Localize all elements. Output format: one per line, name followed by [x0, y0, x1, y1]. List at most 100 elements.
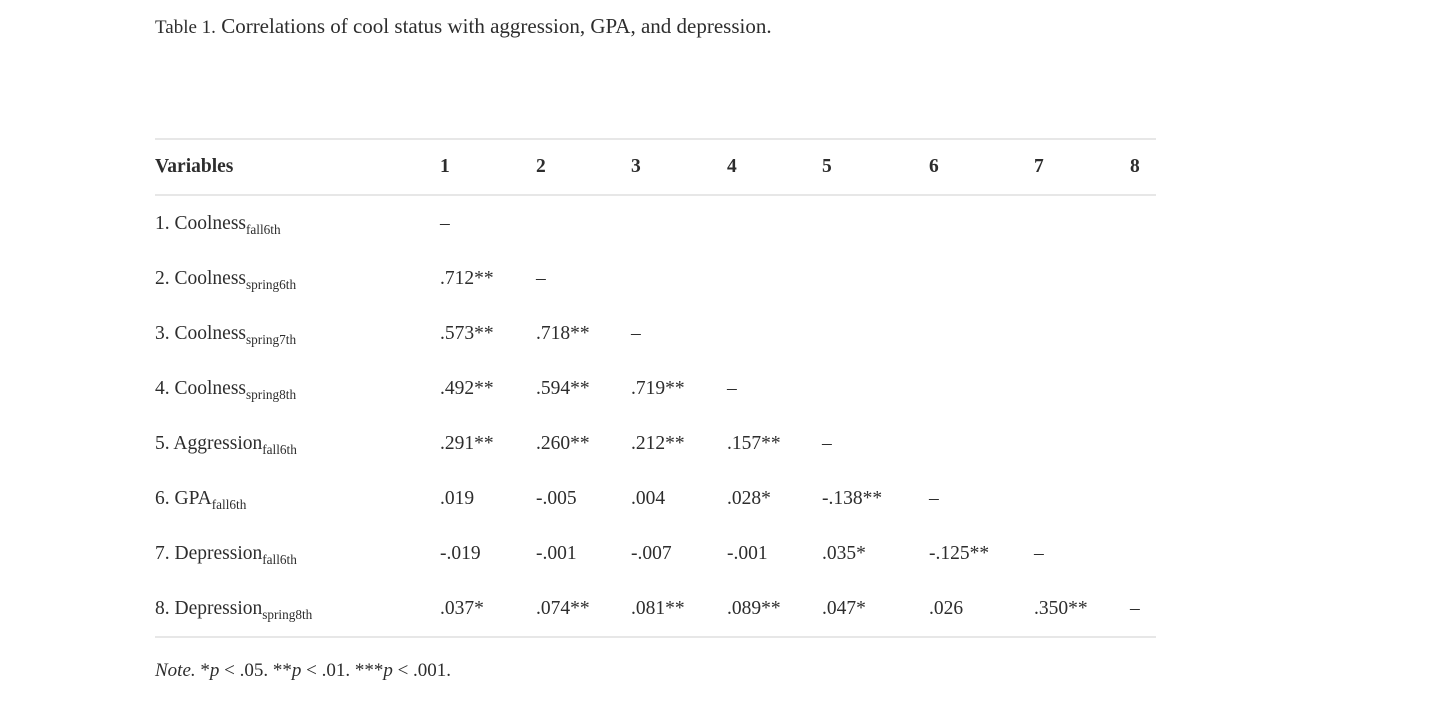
table-cell: -.125**	[929, 542, 990, 564]
table-title: Table 1. Correlations of cool status wit…	[155, 12, 772, 41]
variable-name: 2. Coolness	[155, 267, 247, 289]
table-cell	[929, 251, 1034, 306]
table-row: 2. Coolnessspring6th .712** –	[155, 251, 1156, 306]
table-cell	[1130, 195, 1156, 251]
row-variable-label: 6. GPAfall6th	[155, 471, 440, 526]
table-cell: –	[631, 322, 641, 344]
table-cell	[1130, 416, 1156, 471]
table-cell: .074**	[536, 581, 631, 638]
table-cell: .291**	[440, 432, 494, 454]
table-row: 5. Aggressionfall6th .291** .260** .212**.…	[155, 416, 1156, 471]
note-sig-05: *p < .05.	[200, 660, 268, 681]
note-p-symbol: p	[209, 660, 220, 681]
variable-subscript: fall6th	[262, 441, 297, 457]
note-stars: ***	[354, 660, 384, 681]
table-cell	[929, 195, 1034, 251]
table-cell	[822, 251, 929, 306]
table-cell	[929, 306, 1034, 361]
table-row: 1. Coolnessfall6th –	[155, 195, 1156, 251]
table-cell: .157**	[727, 432, 781, 454]
variable-name: 7. Depression	[155, 542, 263, 564]
variable-subscript: fall6th	[246, 221, 281, 237]
row-variable-label: 5. Aggressionfall6th	[155, 416, 440, 471]
table-cell: -.007	[631, 542, 672, 564]
table-cell	[1130, 306, 1156, 361]
row-variable-label: 7. Depressionfall6th	[155, 526, 440, 581]
table-cell: .712**	[440, 267, 494, 289]
variable-name: 1. Coolness	[155, 212, 247, 234]
table-row: 8. Depressionspring8th .037* .074** .081**…	[155, 581, 1156, 638]
table-cell: –	[536, 267, 546, 289]
table-cell: .260**	[536, 432, 590, 454]
table-cell: .019	[440, 487, 475, 509]
note-p-symbol: p	[383, 660, 393, 681]
table-cell: -.005	[536, 487, 577, 509]
table-title-prefix: Table 1.	[155, 17, 216, 38]
table-cell: .035*	[822, 542, 866, 564]
note-threshold: < .001.	[392, 660, 452, 681]
note-stars: **	[272, 660, 292, 681]
table-cell: .026	[929, 581, 1034, 638]
table-cell: –	[822, 432, 832, 454]
row-variable-label: 3. Coolnessspring7th	[155, 306, 440, 361]
table-cell: .004	[631, 487, 666, 509]
table-cell	[1130, 471, 1156, 526]
table-cell: .047*	[822, 581, 929, 638]
header-col-6: 6	[929, 138, 1034, 196]
table-cell	[1130, 251, 1156, 306]
table-cell: –	[929, 487, 939, 509]
table-cell	[1034, 306, 1130, 361]
variable-name: 8. Depression	[155, 597, 263, 619]
variable-name: 3. Coolness	[155, 322, 247, 344]
table-cell: –	[1034, 542, 1044, 564]
table-cell: .492**	[440, 377, 494, 399]
table-cell: .037*	[440, 581, 536, 638]
table-cell: –	[727, 377, 737, 399]
table-header-row: Variables 1 2 3 4 5 6 7 8	[155, 138, 1156, 196]
note-stars: *	[200, 660, 210, 681]
table-cell	[727, 306, 822, 361]
table-cell	[1130, 526, 1156, 581]
correlation-table: Variables 1 2 3 4 5 6 7 8 1. Coolnessfal…	[155, 138, 1156, 638]
row-variable-label: 4. Coolnessspring8th	[155, 361, 440, 416]
table-row: 7. Depressionfall6th -.019 -.001 -.007 -.00…	[155, 526, 1156, 581]
table-cell: –	[440, 212, 450, 234]
table-cell: .089**	[727, 581, 822, 638]
table-cell	[1034, 195, 1130, 251]
table-cell	[822, 195, 929, 251]
note-sig-001: ***p < .001.	[355, 660, 451, 681]
table-cell	[1034, 251, 1130, 306]
variable-subscript: spring6th	[246, 276, 297, 292]
table-title-text: Correlations of cool status with aggress…	[221, 14, 772, 38]
header-col-7: 7	[1034, 138, 1130, 196]
header-col-8: 8	[1130, 138, 1156, 196]
table-cell	[1034, 471, 1130, 526]
header-variables: Variables	[155, 138, 440, 196]
table-cell: .350**	[1034, 581, 1130, 638]
table-body: 1. Coolnessfall6th – 2. Coolnessspring6t…	[155, 195, 1156, 638]
header-col-2: 2	[536, 138, 631, 196]
table-cell: .212**	[631, 432, 685, 454]
table-row: 3. Coolnessspring7th .573** .718** –	[155, 306, 1156, 361]
table-cell	[1034, 361, 1130, 416]
variable-subscript: spring8th	[262, 606, 313, 622]
table-cell	[822, 306, 929, 361]
table-cell: .718**	[536, 322, 590, 344]
row-variable-label: 1. Coolnessfall6th	[155, 195, 440, 251]
table-cell	[631, 251, 727, 306]
table-cell	[631, 195, 727, 251]
note-threshold: < .01.	[301, 660, 351, 681]
table-cell	[727, 251, 822, 306]
variable-name: 6. GPA	[155, 487, 212, 509]
table-cell: -.138**	[822, 487, 883, 509]
table-cell: -.001	[536, 542, 577, 564]
table-cell	[727, 195, 822, 251]
table-cell: .573**	[440, 322, 494, 344]
variable-subscript: spring7th	[246, 331, 297, 347]
note-threshold: < .05.	[219, 660, 269, 681]
header-col-4: 4	[727, 138, 822, 196]
table-cell: .594**	[536, 377, 590, 399]
note-sig-01: **p < .01.	[273, 660, 350, 681]
table-row: 4. Coolnessspring8th .492** .594** .719** –	[155, 361, 1156, 416]
